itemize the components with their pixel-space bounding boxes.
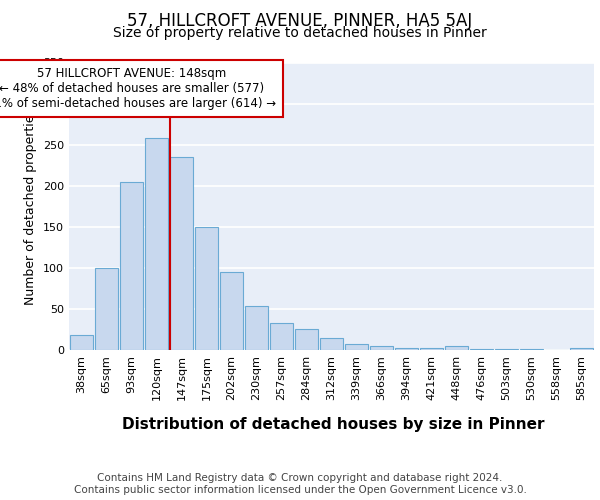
Bar (145, 138, 168, 350)
Bar (95, 268, 118, 350)
Bar (270, 323, 293, 350)
Bar (370, 346, 393, 350)
Bar (445, 346, 468, 350)
Bar (520, 349, 543, 350)
Bar (295, 330, 318, 350)
Bar (395, 348, 418, 350)
Text: Distribution of detached houses by size in Pinner: Distribution of detached houses by size … (122, 418, 544, 432)
Y-axis label: Number of detached properties: Number of detached properties (25, 108, 37, 304)
Text: Contains HM Land Registry data © Crown copyright and database right 2024.
Contai: Contains HM Land Registry data © Crown c… (74, 474, 526, 495)
Text: 57 HILLCROFT AVENUE: 148sqm
← 48% of detached houses are smaller (577)
51% of se: 57 HILLCROFT AVENUE: 148sqm ← 48% of det… (0, 66, 276, 110)
Bar (470, 349, 493, 350)
Bar (320, 338, 343, 350)
Bar (70, 335, 93, 350)
Text: 57, HILLCROFT AVENUE, PINNER, HA5 5AJ: 57, HILLCROFT AVENUE, PINNER, HA5 5AJ (127, 12, 473, 30)
Bar (570, 348, 593, 350)
Bar (420, 348, 443, 350)
Bar (220, 272, 243, 350)
Bar (120, 182, 143, 350)
Text: Size of property relative to detached houses in Pinner: Size of property relative to detached ho… (113, 26, 487, 40)
Bar (345, 344, 368, 350)
Bar (245, 306, 268, 350)
Bar (495, 349, 518, 350)
Bar (195, 227, 218, 350)
Bar (170, 157, 193, 350)
